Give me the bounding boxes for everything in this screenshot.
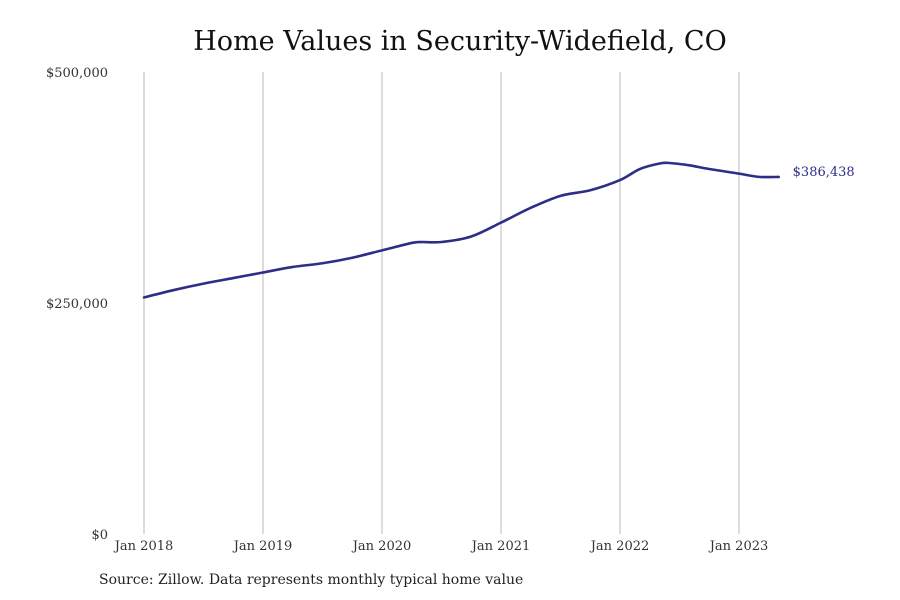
x-tick-label: Jan 2021 bbox=[470, 539, 531, 554]
series-line bbox=[142, 161, 780, 299]
x-tick-label: Jan 2018 bbox=[113, 539, 174, 554]
x-axis-ticks: Jan 2018 Jan 2019 Jan 2020 Jan 2021 Jan 2022… bbox=[113, 539, 769, 554]
series-layer bbox=[142, 161, 780, 299]
chart-title: Home Values in Security-Widefield, CO bbox=[193, 26, 727, 57]
y-axis-ticks: $0 $250,000 $500,000 bbox=[46, 66, 108, 543]
gridlines bbox=[143, 72, 740, 534]
x-tick-label: Jan 2019 bbox=[232, 539, 293, 554]
end-label-layer: $386,438 bbox=[793, 165, 855, 180]
source-note: Source: Zillow. Data represents monthly … bbox=[99, 572, 524, 588]
y-tick-label: $250,000 bbox=[46, 297, 108, 312]
y-tick-label: $500,000 bbox=[46, 66, 108, 81]
x-tick-label: Jan 2020 bbox=[351, 539, 412, 554]
y-tick-label: $0 bbox=[91, 528, 108, 543]
x-tick-label: Jan 2022 bbox=[589, 539, 650, 554]
x-tick-label: Jan 2023 bbox=[708, 539, 769, 554]
end-value-label: $386,438 bbox=[793, 165, 855, 180]
